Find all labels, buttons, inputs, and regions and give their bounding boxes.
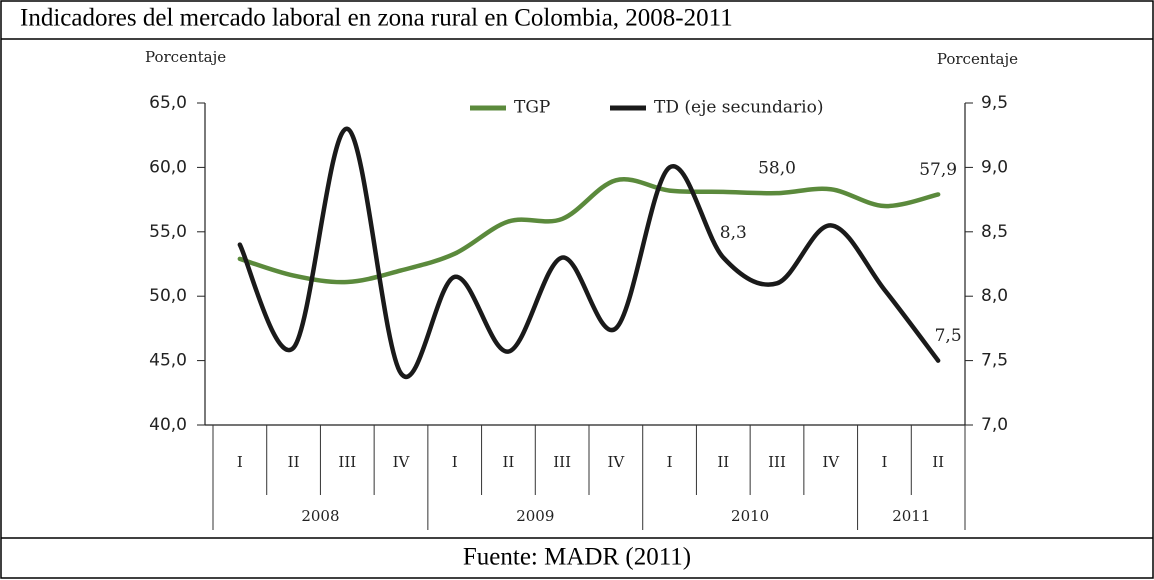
x-tick-label: II (288, 453, 300, 471)
x-tick-label: III (338, 453, 356, 471)
chart-title: Indicadores del mercado laboral en zona … (20, 5, 733, 32)
y-tick-label: 65,0 (149, 93, 187, 113)
x-tick-label: II (717, 453, 729, 471)
x-tick-label: III (553, 453, 571, 471)
y2-tick-label: 9,5 (981, 93, 1008, 113)
y2-tick-label: 9,0 (981, 157, 1008, 177)
year-label: 2011 (892, 507, 930, 525)
y2-tick-label: 7,0 (981, 415, 1008, 435)
series-line (237, 177, 941, 285)
data-label: 8,3 (720, 223, 747, 243)
series-line (237, 126, 941, 380)
legend-label: TD (eje secundario) (654, 98, 823, 118)
y-tick-label: 40,0 (149, 415, 187, 435)
data-label: 58,0 (758, 159, 796, 179)
x-tick-label: I (237, 453, 243, 471)
legend-label: TGP (514, 98, 550, 118)
y2-tick-label: 7,5 (981, 351, 1008, 371)
y2-axis-label: Porcentaje (937, 50, 1018, 68)
data-label: 57,9 (919, 160, 957, 180)
x-tick-label: I (667, 453, 673, 471)
x-tick-label: IV (607, 453, 625, 471)
x-tick-label: II (932, 453, 944, 471)
y-axis-label: Porcentaje (145, 48, 226, 66)
x-tick-label: I (452, 453, 458, 471)
x-tick-label: II (502, 453, 514, 471)
data-label: 7,5 (935, 326, 962, 346)
y2-tick-label: 8,5 (981, 222, 1008, 242)
x-tick-label: III (768, 453, 786, 471)
source: Fuente: MADR (2011) (463, 544, 691, 571)
year-label: 2009 (516, 507, 554, 525)
y-tick-label: 55,0 (149, 222, 187, 242)
year-label: 2010 (731, 507, 769, 525)
y-tick-label: 50,0 (149, 286, 187, 306)
x-tick-label: IV (393, 453, 411, 471)
x-tick-label: IV (822, 453, 840, 471)
y-tick-label: 60,0 (149, 157, 187, 177)
year-label: 2008 (301, 507, 339, 525)
y-tick-label: 45,0 (149, 351, 187, 371)
x-tick-label: I (881, 453, 887, 471)
y2-tick-label: 8,0 (981, 286, 1008, 306)
